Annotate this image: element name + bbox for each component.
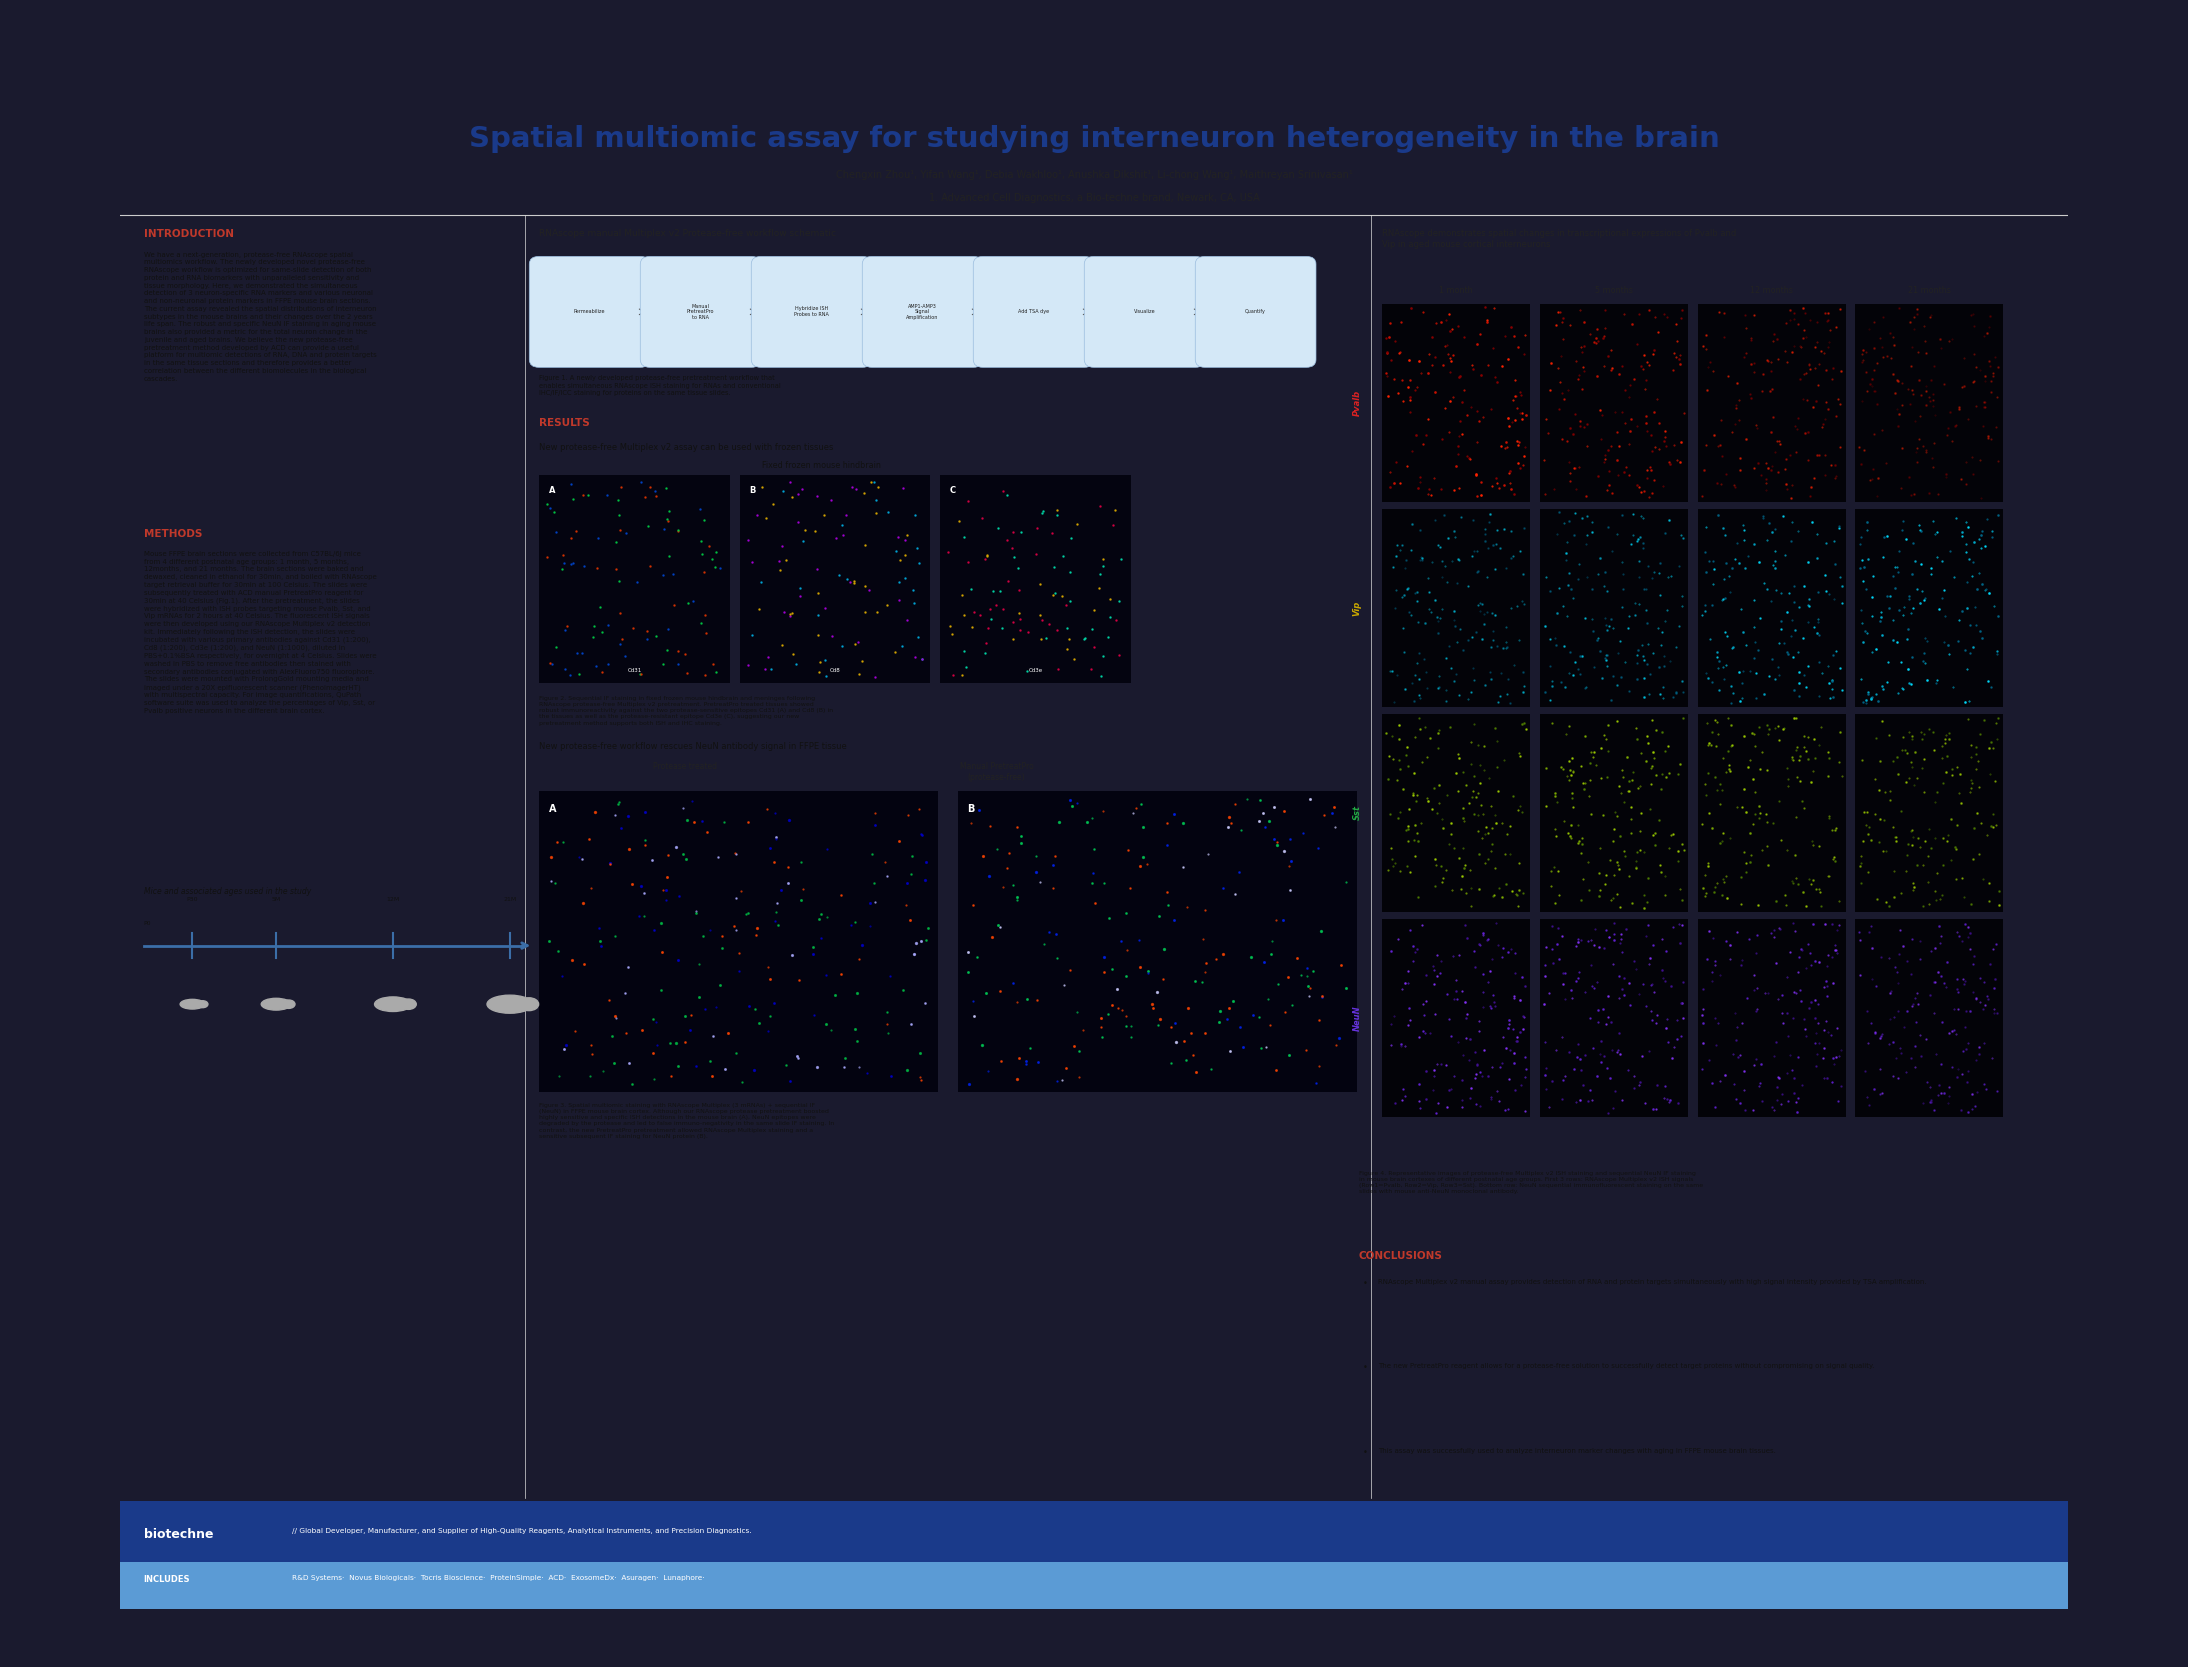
Bar — [1698, 303, 1847, 502]
Text: Cd31: Cd31 — [628, 668, 641, 673]
Ellipse shape — [260, 999, 291, 1010]
Text: The new PretreatPro reagent allows for a protease-free solution to successfully : The new PretreatPro reagent allows for a… — [1378, 1364, 1875, 1370]
Text: Chengxin Zhou¹, Yifan Wang¹, Debia Wakhloo¹, Anushka Dikshit¹, Li-chong Wang¹, M: Chengxin Zhou¹, Yifan Wang¹, Debia Wakhl… — [836, 170, 1352, 180]
Text: RESULTS: RESULTS — [538, 418, 591, 428]
Text: NeuN: NeuN — [1352, 1005, 1361, 1030]
Bar — [1383, 508, 1529, 707]
Text: Figure 2. Sequential IF staining in fixed frozen mouse hindbrain and meninges fo: Figure 2. Sequential IF staining in fixe… — [538, 695, 834, 725]
Text: •: • — [1363, 1449, 1368, 1457]
Text: Manual PretreatPro
(protease-free): Manual PretreatPro (protease-free) — [961, 762, 1033, 782]
Text: Pvalb: Pvalb — [1352, 390, 1361, 415]
Ellipse shape — [197, 1000, 208, 1007]
Bar — [1540, 508, 1687, 707]
Text: A: A — [549, 803, 556, 813]
FancyBboxPatch shape — [974, 257, 1094, 367]
Bar — [1698, 508, 1847, 707]
Text: 5 months: 5 months — [1595, 285, 1632, 295]
Text: Fixed frozen mouse hindbrain: Fixed frozen mouse hindbrain — [761, 462, 882, 470]
Text: New protease-free Multiplex v2 assay can be used with frozen tissues: New protease-free Multiplex v2 assay can… — [538, 443, 834, 452]
Ellipse shape — [488, 995, 532, 1014]
Text: P30: P30 — [186, 897, 199, 902]
Text: •: • — [1363, 1279, 1368, 1287]
Text: Quantify: Quantify — [1245, 310, 1267, 315]
Text: 5M: 5M — [271, 897, 280, 902]
Text: // Global Developer, Manufacturer, and Supplier of High-Quality Reagents, Analyt: // Global Developer, Manufacturer, and S… — [291, 1529, 750, 1534]
Text: C: C — [950, 487, 956, 495]
Text: •: • — [1363, 1364, 1368, 1372]
Text: INCLUDES: INCLUDES — [144, 1575, 190, 1584]
Text: Spatial multiomic assay for studying interneuron heterogeneity in the brain: Spatial multiomic assay for studying int… — [468, 125, 1720, 153]
Text: INTRODUCTION: INTRODUCTION — [144, 228, 234, 238]
Text: 12M: 12M — [387, 897, 400, 902]
Text: RNAscope manual Multiplex v2 Protease-free workflow schematic: RNAscope manual Multiplex v2 Protease-fr… — [538, 228, 836, 238]
Bar — [538, 475, 731, 683]
Bar — [1698, 713, 1847, 912]
Text: RNAscope Multiplex v2 manual assay provides detection of RNA and protein targets: RNAscope Multiplex v2 manual assay provi… — [1378, 1279, 1928, 1285]
Text: Permeabilize: Permeabilize — [573, 310, 606, 315]
Text: 1. Advanced Cell Diagnostics, a Bio-techne brand, Newark, CA, USA: 1. Advanced Cell Diagnostics, a Bio-tech… — [928, 193, 1260, 203]
Text: CONCLUSIONS: CONCLUSIONS — [1359, 1250, 1442, 1260]
Text: We have a next-generation, protease-free RNAscope spatial
multiomics workflow. T: We have a next-generation, protease-free… — [144, 252, 376, 382]
Text: B: B — [967, 803, 976, 813]
Bar — [958, 792, 1357, 1092]
Text: AMP1-AMP3
Signal
Amplification: AMP1-AMP3 Signal Amplification — [906, 303, 939, 320]
FancyBboxPatch shape — [750, 257, 873, 367]
Ellipse shape — [179, 999, 206, 1009]
Text: biotechne: biotechne — [144, 1529, 212, 1542]
Text: METHODS: METHODS — [144, 528, 201, 538]
FancyBboxPatch shape — [1195, 257, 1315, 367]
Bar — [1540, 303, 1687, 502]
Bar — [120, 1562, 2068, 1609]
Text: Sst: Sst — [1352, 805, 1361, 820]
Ellipse shape — [519, 999, 538, 1010]
Text: Visualize: Visualize — [1133, 310, 1155, 315]
Text: B: B — [748, 487, 755, 495]
Bar — [1540, 713, 1687, 912]
Text: Protease treated: Protease treated — [652, 762, 718, 772]
Bar — [538, 792, 939, 1092]
Bar — [1855, 303, 2004, 502]
Text: Manual
PretreatPro
to RNA: Manual PretreatPro to RNA — [687, 303, 715, 320]
Ellipse shape — [374, 997, 411, 1012]
Ellipse shape — [282, 1000, 295, 1009]
Bar — [1855, 508, 2004, 707]
Ellipse shape — [400, 999, 416, 1010]
Text: Cd3e: Cd3e — [1028, 668, 1044, 673]
Bar — [1383, 713, 1529, 912]
Text: Mice and associated ages used in the study: Mice and associated ages used in the stu… — [144, 887, 311, 895]
Bar — [1383, 920, 1529, 1117]
Text: 12 months: 12 months — [1750, 285, 1794, 295]
FancyBboxPatch shape — [641, 257, 761, 367]
Bar — [740, 475, 930, 683]
Text: Vip: Vip — [1352, 600, 1361, 615]
Text: Add TSA dye: Add TSA dye — [1017, 310, 1050, 315]
Text: Figure 4. Representative images of protease-free Multiplex v2 ISH staining and s: Figure 4. Representative images of prote… — [1359, 1170, 1702, 1194]
FancyBboxPatch shape — [862, 257, 982, 367]
Bar — [1540, 920, 1687, 1117]
Text: Cd8: Cd8 — [829, 668, 840, 673]
Text: Hybridize ISH
Probes to RNA: Hybridize ISH Probes to RNA — [794, 307, 829, 317]
Bar — [1698, 920, 1847, 1117]
Text: P0: P0 — [144, 920, 151, 925]
Text: RNAscope demonstrates spatial changes in transcriptional expressions of Pvalb an: RNAscope demonstrates spatial changes in… — [1383, 228, 1737, 248]
Text: New protease-free workflow rescues NeuN antibody signal in FFPE tissue: New protease-free workflow rescues NeuN … — [538, 742, 847, 752]
Text: Figure 1. A newly developed protease-free pretreatment workflow that
enables sim: Figure 1. A newly developed protease-fre… — [538, 375, 781, 397]
FancyBboxPatch shape — [529, 257, 650, 367]
Text: 21M: 21M — [503, 897, 516, 902]
Text: A: A — [549, 487, 556, 495]
Text: R&D Systems·  Novus Biologicals·  Tocris Bioscience·  ProteinSimple·  ACD·  Exos: R&D Systems· Novus Biologicals· Tocris B… — [291, 1575, 705, 1580]
Text: This assay was successfully used to analyze interneuron marker changes with agin: This assay was successfully used to anal… — [1378, 1449, 1777, 1454]
Text: 21 months: 21 months — [1908, 285, 1952, 295]
Bar — [1855, 713, 2004, 912]
Bar — [120, 1500, 2068, 1609]
Text: Figure 3. Spatial multiomic staining with RNAscope Multiplex (3 mRNAs) + sequent: Figure 3. Spatial multiomic staining wit… — [538, 1104, 834, 1139]
Bar — [941, 475, 1131, 683]
FancyBboxPatch shape — [1085, 257, 1206, 367]
Bar — [1855, 920, 2004, 1117]
Text: Mouse FFPE brain sections were collected from C57BL/6J mice
from 4 different pos: Mouse FFPE brain sections were collected… — [144, 550, 376, 713]
Text: 1 month: 1 month — [1440, 285, 1473, 295]
Bar — [1383, 303, 1529, 502]
